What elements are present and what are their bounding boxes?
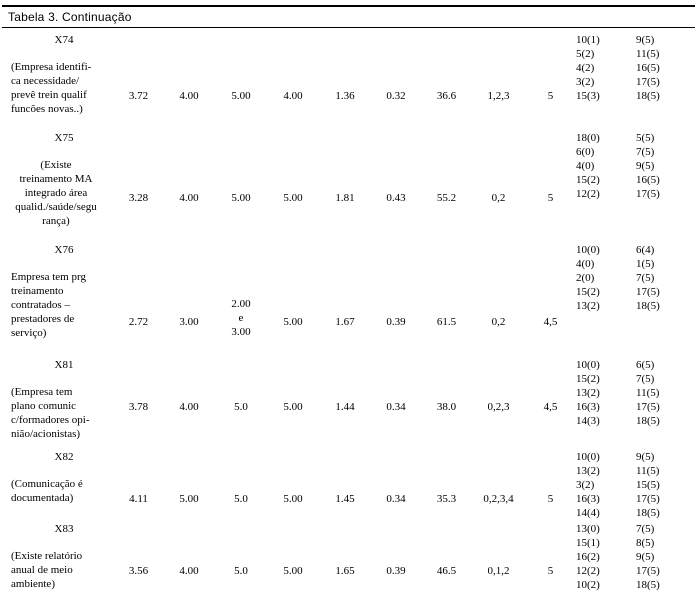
value-cell: 0.39 [386, 565, 406, 577]
respondent-list: 6(4) 1(5) 7(5) 17(5) 18(5) [636, 244, 660, 312]
value-cell: 5.0 [234, 493, 248, 505]
value-cell: 5.0 [234, 565, 248, 577]
value-cell: 0,2,3 [487, 401, 510, 413]
respondent-list: 6(5) 7(5) 11(5) 17(5) 18(5) [636, 359, 660, 427]
respondent-list: 9(5) 11(5) 15(5) 17(5) 18(5) [636, 451, 660, 519]
variable-label-cell: X76 Empresa tem prg treinamento contrata… [2, 243, 114, 358]
value-cell: 0.34 [386, 401, 406, 413]
value-cell: 1.45 [335, 493, 355, 505]
variable-id: X81 [54, 359, 74, 371]
respondent-list: 7(5) 8(5) 9(5) 17(5) 18(5) [636, 523, 660, 591]
value-cell: 38.0 [436, 401, 457, 413]
variable-description: (Empresa tem plano comunic c/formadores … [11, 386, 90, 440]
value-cell: 4.00 [179, 192, 199, 204]
value-cell: 1.81 [335, 192, 355, 204]
respondent-list: 10(0) 4(0) 2(0) 15(2) 13(2) [576, 244, 600, 312]
value-cell: 5.00 [179, 493, 199, 505]
value-cell: 46.5 [436, 565, 457, 577]
value-cell: 1.65 [335, 565, 355, 577]
table-row: X74 (Empresa identifi- ca necessidade/ p… [2, 33, 695, 131]
respondent-list: 10(1) 5(2) 4(2) 3(2) 15(3) [576, 34, 600, 102]
variable-label-cell: X82 (Comunicação é documentada) [2, 450, 114, 522]
value-cell: 0,2 [491, 192, 506, 204]
value-cell: 3.00 [179, 316, 199, 328]
value-cell: 4.00 [179, 565, 199, 577]
value-cell: 4.00 [179, 401, 199, 413]
table-row: X75 (Existe treinamento MA integrado áre… [2, 131, 695, 243]
variable-id: X82 [54, 451, 74, 463]
value-cell: 5.00 [283, 493, 303, 505]
value-cell: 2.72 [128, 316, 149, 328]
respondent-list: 18(0) 6(0) 4(0) 15(2) 12(2) [576, 132, 600, 200]
value-cell: 0.32 [386, 90, 406, 102]
table-title: Tabela 3. Continuação [2, 5, 695, 28]
value-cell: 2.00 e 3.00 [231, 298, 251, 338]
value-cell: 3.28 [128, 192, 149, 204]
value-cell: 5 [547, 90, 554, 102]
table-row: X81 (Empresa tem plano comunic c/formado… [2, 358, 695, 450]
value-cell: 36.6 [436, 90, 457, 102]
value-cell: 4.11 [129, 493, 148, 505]
value-cell: 1.36 [335, 90, 355, 102]
table-row: X76 Empresa tem prg treinamento contrata… [2, 243, 695, 358]
value-cell: 5.00 [283, 192, 303, 204]
value-cell: 4,5 [543, 316, 558, 328]
variable-id: X76 [54, 244, 74, 256]
value-cell: 0.43 [386, 192, 406, 204]
table-row: X83 (Existe relatório anual de meio ambi… [2, 522, 695, 603]
variable-description: (Comunicação é documentada) [11, 478, 83, 504]
variable-label-cell: X83 (Existe relatório anual de meio ambi… [2, 522, 114, 603]
value-cell: 1.44 [335, 401, 355, 413]
respondent-list: 13(0) 15(1) 16(2) 12(2) 10(2) [576, 523, 600, 591]
respondent-list: 10(0) 13(2) 3(2) 16(3) 14(4) [576, 451, 600, 519]
table-row: X82 (Comunicação é documentada) 4.11 5.0… [2, 450, 695, 522]
continuation-table: X74 (Empresa identifi- ca necessidade/ p… [2, 33, 695, 603]
variable-id: X83 [54, 523, 74, 535]
variable-description: (Existe relatório anual de meio ambiente… [11, 550, 83, 590]
respondent-list: 10(0) 15(2) 13(2) 16(3) 14(3) [576, 359, 600, 427]
value-cell: 3.56 [128, 565, 149, 577]
value-cell: 4.00 [283, 90, 303, 102]
variable-label-cell: X75 (Existe treinamento MA integrado áre… [2, 131, 114, 243]
value-cell: 5.00 [231, 192, 251, 204]
value-cell: 61.5 [436, 316, 457, 328]
value-cell: 0.39 [386, 316, 406, 328]
value-cell: 5 [547, 565, 554, 577]
value-cell: 5 [547, 192, 554, 204]
value-cell: 35.3 [436, 493, 457, 505]
variable-label-cell: X74 (Empresa identifi- ca necessidade/ p… [2, 33, 114, 131]
variable-id: X75 [54, 132, 74, 144]
value-cell: 1,2,3 [487, 90, 510, 102]
value-cell: 3.72 [128, 90, 149, 102]
variable-description: (Empresa identifi- ca necessidade/ prevê… [11, 61, 92, 115]
value-cell: 0,1,2 [487, 565, 510, 577]
value-cell: 5.00 [231, 90, 251, 102]
value-cell: 5 [547, 493, 554, 505]
value-cell: 55.2 [436, 192, 457, 204]
value-cell: 0.34 [386, 493, 406, 505]
value-cell: 5.00 [283, 401, 303, 413]
variable-label-cell: X81 (Empresa tem plano comunic c/formado… [2, 358, 114, 450]
value-cell: 1.67 [335, 316, 355, 328]
value-cell: 5.0 [234, 401, 248, 413]
respondent-list: 9(5) 11(5) 16(5) 17(5) 18(5) [636, 34, 660, 102]
respondent-list: 5(5) 7(5) 9(5) 16(5) 17(5) [636, 132, 660, 200]
variable-id: X74 [54, 34, 74, 46]
value-cell: 5.00 [283, 565, 303, 577]
value-cell: 3.78 [128, 401, 149, 413]
value-cell: 0,2 [491, 316, 506, 328]
value-cell: 4,5 [543, 401, 558, 413]
value-cell: 0,2,3,4 [483, 493, 514, 505]
value-cell: 4.00 [179, 90, 199, 102]
variable-description: Empresa tem prg treinamento contratados … [11, 271, 86, 339]
value-cell: 5.00 [283, 316, 303, 328]
variable-description: (Existe treinamento MA integrado área qu… [15, 159, 97, 227]
